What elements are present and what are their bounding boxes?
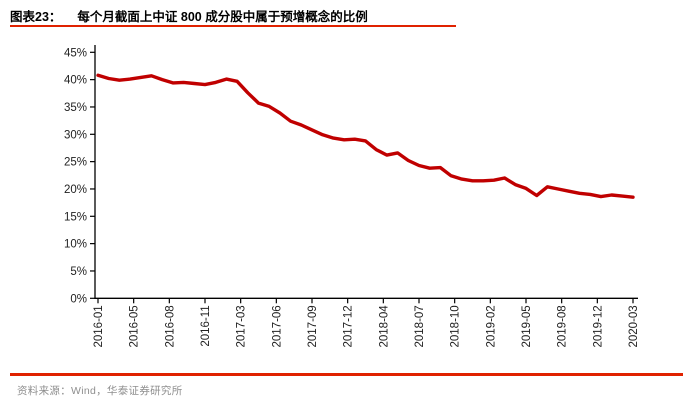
x-tick-label: 2017-09 <box>307 305 319 347</box>
y-tick-label: 15% <box>64 211 87 223</box>
x-tick-label: 2017-12 <box>343 305 355 347</box>
x-tick-label: 2016-05 <box>129 305 141 347</box>
x-tick-label: 2018-04 <box>378 305 390 348</box>
x-tick-label: 2016-08 <box>164 305 176 347</box>
y-tick-label: 0% <box>70 293 87 305</box>
series-line <box>96 73 635 199</box>
y-tick-label: 5% <box>70 266 87 278</box>
footer-divider <box>10 373 683 376</box>
x-tick-label: 2019-05 <box>521 305 533 347</box>
x-tick-label: 2019-12 <box>592 305 604 347</box>
x-tick-label: 2017-06 <box>271 305 283 347</box>
y-axis: 0% 5% 10% 15% 20% 25% 30% 35% 40% 45% <box>64 47 95 305</box>
y-tick-label: 10% <box>64 239 87 251</box>
x-tick-label: 2020-03 <box>628 305 640 347</box>
y-tick-label: 25% <box>64 157 87 169</box>
x-tick-label: 2018-10 <box>450 305 462 347</box>
x-axis: 2016-01 2016-05 2016-08 2016-11 2017-03 2017-… <box>93 298 640 348</box>
x-tick-label: 2017-03 <box>236 305 248 347</box>
y-tick-label: 45% <box>64 47 87 59</box>
x-tick-label: 2018-07 <box>414 305 426 347</box>
figure-title: 每个月截面上中证 800 成分股中属于预增概念的比例 <box>77 10 368 24</box>
y-tick-label: 40% <box>64 75 87 87</box>
x-tick-label: 2019-08 <box>557 305 569 347</box>
x-tick-label: 2019-02 <box>485 305 497 347</box>
figure-label: 图表23： <box>10 10 62 24</box>
y-tick-label: 30% <box>64 129 87 141</box>
source-note: 资料来源：Wind，华泰证券研究所 <box>17 385 183 397</box>
title-underline-divider <box>10 24 456 27</box>
x-tick-label: 2016-01 <box>93 305 105 347</box>
figure-header: 图表23： 每个月截面上中证 800 成分股中属于预增概念的比例 <box>10 6 680 25</box>
y-tick-label: 20% <box>64 184 87 196</box>
y-tick-label: 35% <box>64 102 87 114</box>
x-tick-label: 2016-11 <box>200 305 212 346</box>
